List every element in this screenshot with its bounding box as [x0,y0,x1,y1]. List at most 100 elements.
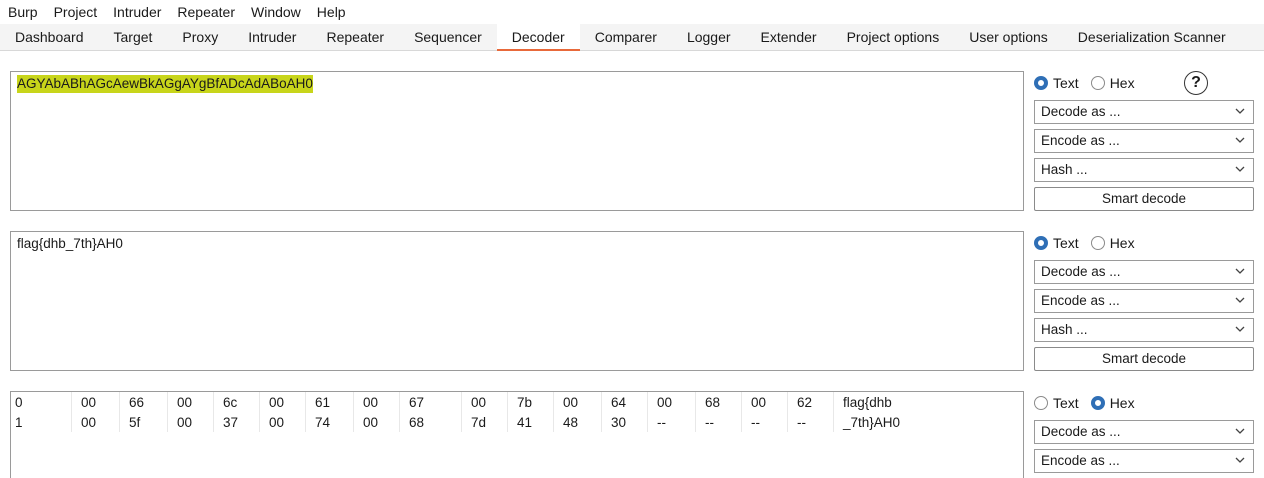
hex-column-separator [353,392,354,432]
menu-repeater[interactable]: Repeater [177,4,235,20]
radio-unselected-icon[interactable] [1090,76,1105,90]
hex-byte[interactable]: 62 [797,395,813,410]
hex-byte[interactable]: 00 [177,395,193,410]
hex-byte[interactable]: 68 [409,415,425,430]
output-text[interactable]: flag{dhb_7th}AH0 [17,236,123,251]
hex-row[interactable]: 0 00 66 00 6c 00 61 00 67 00 7b 00 64 00 68 00 62 flag{dh… [11,394,1023,414]
hex-byte[interactable]: -- [657,415,666,430]
hex-ascii: _7th}AH0 [843,415,901,430]
decode-as-dropdown[interactable]: Decode as ... [1034,260,1254,284]
tab-proxy[interactable]: Proxy [182,29,219,45]
hash-dropdown[interactable]: Hash ... [1034,158,1254,182]
tab-repeater[interactable]: Repeater [326,29,385,45]
hex-byte[interactable]: 00 [751,395,767,410]
hex-byte[interactable]: -- [705,415,714,430]
radio-selected-icon[interactable] [1034,76,1048,90]
hex-byte[interactable]: 74 [315,415,331,430]
radio-unselected-icon[interactable] [1090,236,1105,250]
decode-as-dropdown[interactable]: Decode as ... [1034,420,1254,444]
hex-byte[interactable]: 00 [657,395,673,410]
tab-bar: Dashboard Target Proxy Intruder Repeater… [0,24,1264,51]
hex-ascii: flag{dhb [843,395,892,410]
tab-user-options[interactable]: User options [969,29,1048,45]
hex-column-separator [553,392,554,432]
hex-byte[interactable]: 67 [409,395,425,410]
encode-as-dropdown[interactable]: Encode as ... [1034,449,1254,473]
chevron-down-icon [1235,326,1245,332]
radio-hex[interactable]: Hex [1090,75,1135,91]
hex-byte[interactable]: 6c [223,395,238,410]
menu-burp[interactable]: Burp [8,4,38,20]
hex-byte[interactable]: -- [797,415,806,430]
tab-sequencer[interactable]: Sequencer [414,29,482,45]
tab-comparer[interactable]: Comparer [594,29,657,45]
hex-byte[interactable]: 00 [563,395,579,410]
hex-byte[interactable]: -- [751,415,760,430]
hex-byte[interactable]: 00 [269,395,285,410]
radio-selected-icon[interactable] [1034,236,1048,250]
decode-as-dropdown[interactable]: Decode as ... [1034,100,1254,124]
hex-byte[interactable]: 7b [517,395,533,410]
hex-byte[interactable]: 61 [315,395,331,410]
tab-logger[interactable]: Logger [686,29,731,45]
hex-byte[interactable]: 64 [611,395,627,410]
radio-text[interactable]: Text [1034,235,1079,251]
tab-project-options[interactable]: Project options [846,29,940,45]
hex-byte[interactable]: 00 [363,415,379,430]
input-text[interactable]: AGYAbABhAGcAewBkAGgAYgBfADcAdABoAH0 [17,75,313,93]
tab-dashboard[interactable]: Dashboard [15,29,84,45]
menu-bar: Burp Project Intruder Repeater Window He… [0,0,1264,24]
hash-dropdown[interactable]: Hash ... [1034,318,1254,342]
menu-help[interactable]: Help [316,4,346,20]
chevron-down-icon [1235,108,1245,114]
tab-intruder[interactable]: Intruder [248,29,297,45]
hex-byte[interactable]: 00 [81,415,97,430]
chevron-down-icon [1235,137,1245,143]
chevron-down-icon [1235,457,1245,463]
hex-column-separator [787,392,788,432]
hex-byte[interactable]: 66 [129,395,145,410]
tab-decoder[interactable]: Decoder [496,24,580,51]
smart-decode-button[interactable]: Smart decode [1034,347,1254,371]
hex-byte[interactable]: 37 [223,415,239,430]
help-icon[interactable]: ? [1184,71,1208,95]
tab-deserialization-scanner[interactable]: Deserialization Scanner [1077,29,1226,45]
radio-text[interactable]: Text [1034,75,1079,91]
menu-window[interactable]: Window [251,4,301,20]
hex-row[interactable]: 1 00 5f 00 37 00 74 00 68 7d 41 48 30 -- -- -- -- _7th}AH… [11,414,1023,434]
hex-byte[interactable]: 00 [363,395,379,410]
smart-decode-button[interactable]: Smart decode [1034,187,1254,211]
radio-hex[interactable]: Hex [1090,395,1135,411]
hex-column-separator [833,392,834,432]
decoder-input-pane-1[interactable]: AGYAbABhAGcAewBkAGgAYgBfADcAdABoAH0 [10,71,1024,211]
radio-hex[interactable]: Hex [1090,235,1135,251]
hex-byte[interactable]: 41 [517,415,533,430]
decoder-output-pane-2[interactable]: flag{dhb_7th}AH0 [10,231,1024,371]
radio-unselected-icon[interactable] [1034,396,1048,410]
hex-byte[interactable]: 30 [611,415,627,430]
hex-byte[interactable]: 5f [129,415,141,430]
chevron-down-icon [1235,268,1245,274]
hex-byte[interactable]: 00 [269,415,285,430]
hex-byte[interactable]: 00 [81,395,97,410]
hex-offset: 1 [15,415,23,430]
encode-as-dropdown[interactable]: Encode as ... [1034,129,1254,153]
radio-selected-icon[interactable] [1090,396,1105,410]
hex-column-separator [71,392,72,432]
menu-project[interactable]: Project [53,4,98,20]
radio-text[interactable]: Text [1034,395,1079,411]
hex-byte[interactable]: 68 [705,395,721,410]
hex-column-separator [695,392,696,432]
hex-byte[interactable]: 7d [471,415,487,430]
hex-column-separator [461,392,462,432]
hex-column-separator [213,392,214,432]
tab-extender[interactable]: Extender [760,29,817,45]
hex-byte[interactable]: 00 [177,415,193,430]
hex-column-separator [507,392,508,432]
menu-intruder[interactable]: Intruder [113,4,162,20]
encode-as-dropdown[interactable]: Encode as ... [1034,289,1254,313]
decoder-hex-pane-3[interactable]: 0 00 66 00 6c 00 61 00 67 00 7b 00 64 00 68 00 62 flag{dh… [10,391,1024,478]
hex-byte[interactable]: 48 [563,415,579,430]
tab-target[interactable]: Target [113,29,153,45]
hex-byte[interactable]: 00 [471,395,487,410]
